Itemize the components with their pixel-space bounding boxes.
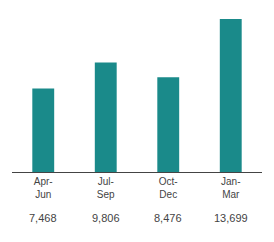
svg-text:13,699: 13,699 [214,212,248,224]
svg-text:Apr-Jun: Apr-Jun [34,176,53,200]
svg-text:Oct-Dec: Oct-Dec [159,176,178,200]
svg-text:8,476: 8,476 [154,212,182,224]
svg-text:9,806: 9,806 [92,212,120,224]
svg-text:Jul-Sep: Jul-Sep [97,176,115,200]
svg-text:Jan-Mar: Jan-Mar [221,176,240,200]
svg-text:7,468: 7,468 [29,212,57,224]
